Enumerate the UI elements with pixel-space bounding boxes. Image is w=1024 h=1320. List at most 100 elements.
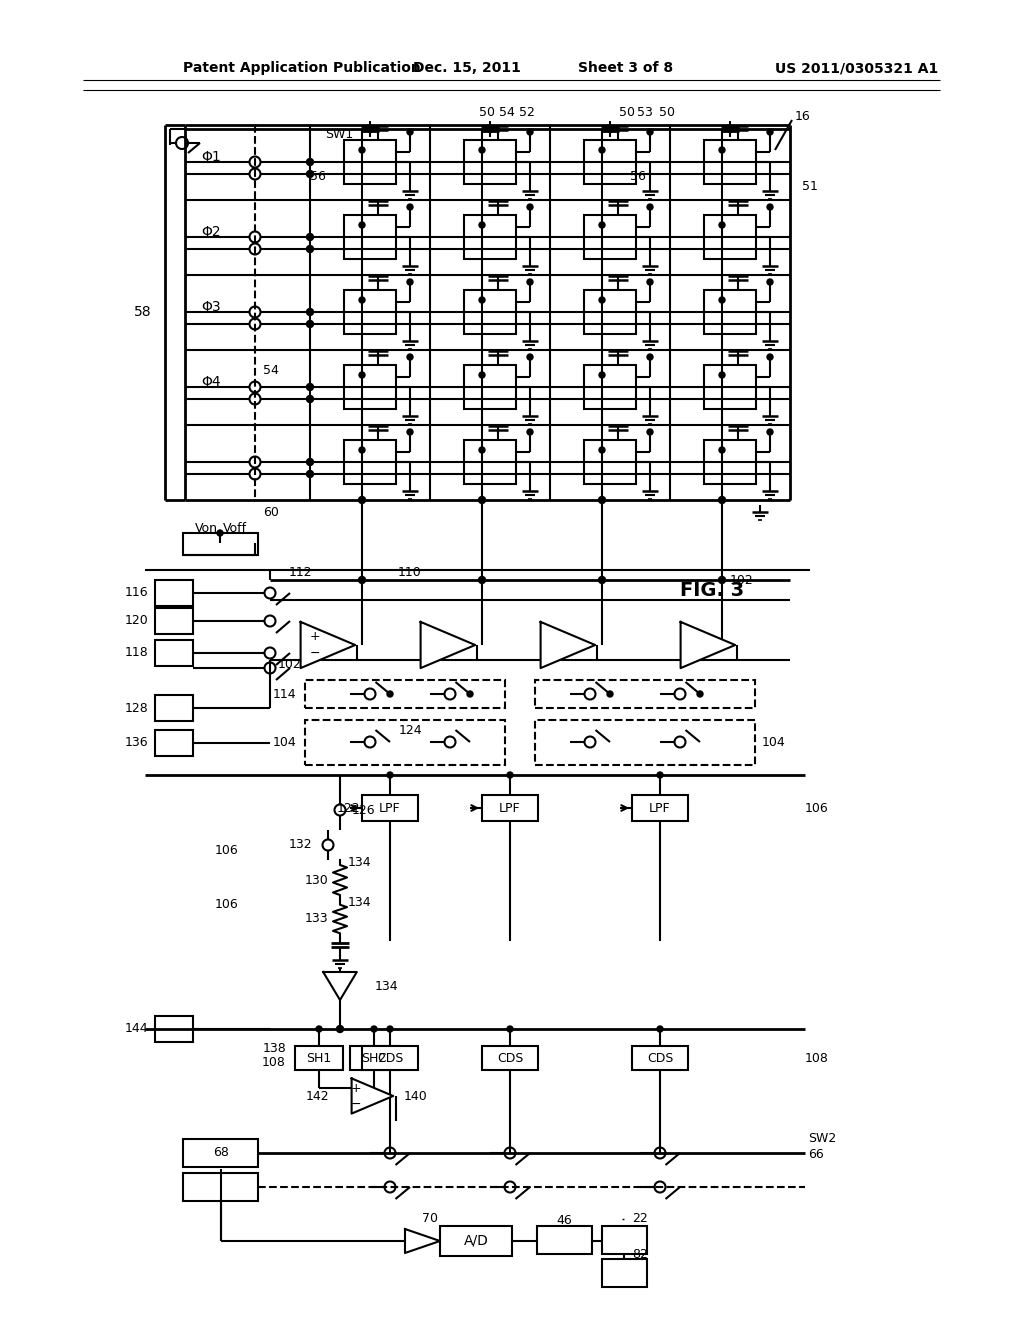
Circle shape [647,129,653,135]
Text: 54: 54 [499,107,515,120]
Circle shape [367,125,374,132]
Circle shape [486,125,494,132]
Bar [482,795,538,821]
Text: SH1: SH1 [306,1052,332,1064]
Bar [344,290,396,334]
Circle shape [358,496,366,503]
Circle shape [599,372,605,378]
Circle shape [647,205,653,210]
Text: 142: 142 [305,1089,329,1102]
Bar [155,579,193,606]
Circle shape [337,1026,343,1032]
Circle shape [647,354,653,360]
Circle shape [217,531,223,536]
Bar [632,1045,688,1071]
Circle shape [767,429,773,436]
Circle shape [606,125,613,132]
Bar [602,1226,647,1254]
Text: 66: 66 [808,1147,823,1160]
Text: −: − [309,647,321,660]
Text: +: + [350,1081,361,1094]
Circle shape [371,1026,377,1032]
Text: −: − [351,1097,361,1110]
Circle shape [767,354,773,360]
Text: 60: 60 [263,506,279,519]
Text: Φ4: Φ4 [201,375,220,389]
Circle shape [598,577,605,583]
Text: Φ2: Φ2 [201,224,220,239]
Circle shape [657,772,663,777]
Circle shape [316,1026,322,1032]
Circle shape [467,690,473,697]
Bar [584,290,636,334]
Circle shape [527,205,534,210]
Bar [155,1016,193,1041]
Circle shape [647,429,653,436]
Circle shape [719,496,725,503]
Text: 51: 51 [802,181,818,194]
Text: FIG. 3: FIG. 3 [680,581,744,599]
Bar [535,680,755,708]
Text: 106: 106 [215,843,239,857]
Text: 53: 53 [637,107,653,120]
Text: 104: 104 [272,735,296,748]
Circle shape [719,222,725,228]
Polygon shape [324,972,356,1001]
Text: 108: 108 [805,1052,828,1064]
Circle shape [359,297,365,304]
Circle shape [479,147,485,153]
Bar [705,440,756,484]
Bar [602,1259,647,1287]
Text: 106: 106 [805,801,828,814]
Circle shape [767,129,773,135]
Circle shape [359,222,365,228]
Text: 114: 114 [272,688,296,701]
Text: 58: 58 [134,305,152,319]
Text: 124: 124 [398,723,422,737]
Bar [632,795,688,821]
Polygon shape [406,1229,440,1253]
Bar [537,1226,592,1254]
Circle shape [719,372,725,378]
Bar [344,440,396,484]
Circle shape [719,577,725,583]
Text: A/D: A/D [464,1234,488,1247]
Text: 54: 54 [263,363,279,376]
Text: 68: 68 [213,1147,229,1159]
Polygon shape [351,1078,393,1114]
Circle shape [306,321,313,327]
Bar [584,140,636,183]
Circle shape [479,297,485,304]
Bar [305,719,505,766]
Circle shape [527,279,534,285]
Circle shape [527,129,534,135]
Circle shape [306,170,313,177]
Bar [705,366,756,409]
Text: Voff: Voff [223,521,247,535]
Circle shape [527,354,534,360]
Text: 56: 56 [630,170,646,183]
Text: 130: 130 [304,874,328,887]
Circle shape [306,309,313,315]
Text: 136: 136 [124,737,148,750]
Bar [440,1226,512,1257]
Text: 108: 108 [262,1056,286,1069]
Polygon shape [301,622,355,668]
Text: 102: 102 [279,659,302,672]
Bar [155,640,193,667]
Text: LPF: LPF [649,801,671,814]
Bar [183,1139,258,1167]
Text: 128: 128 [124,701,148,714]
Circle shape [478,496,485,503]
Circle shape [719,297,725,304]
Circle shape [407,205,413,210]
Text: 56: 56 [310,170,326,183]
Text: SW1: SW1 [325,128,353,141]
Circle shape [407,429,413,436]
Circle shape [726,125,733,132]
Bar [295,1045,343,1071]
Bar [344,215,396,259]
Bar [535,719,755,766]
Circle shape [359,147,365,153]
Bar [482,1045,538,1071]
